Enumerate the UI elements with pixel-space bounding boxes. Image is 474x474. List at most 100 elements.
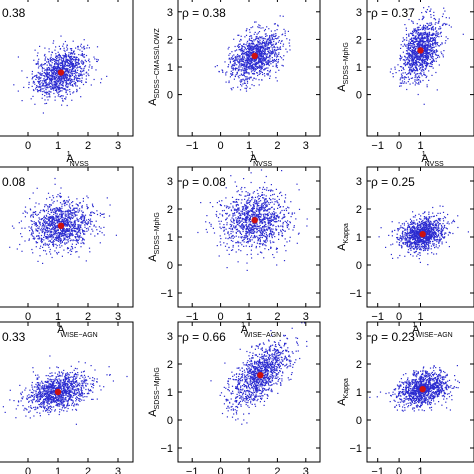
data-point <box>66 70 68 72</box>
data-point <box>41 82 43 84</box>
data-point <box>237 61 239 63</box>
data-point <box>68 228 70 230</box>
data-point <box>60 240 62 242</box>
data-point <box>86 47 88 49</box>
data-point <box>416 37 418 40</box>
data-point <box>65 65 67 67</box>
data-point <box>417 33 419 35</box>
data-point <box>435 45 437 47</box>
data-point <box>416 64 418 66</box>
data-point <box>418 38 421 40</box>
data-point <box>17 56 19 58</box>
data-point <box>420 28 422 31</box>
data-point <box>261 59 263 61</box>
data-point <box>35 222 37 224</box>
data-point <box>43 221 45 223</box>
data-point <box>47 61 49 63</box>
data-point <box>236 185 238 187</box>
data-point <box>63 71 66 74</box>
data-point <box>35 86 37 88</box>
data-point <box>407 46 409 48</box>
data-point <box>54 99 56 101</box>
data-point <box>276 248 278 250</box>
data-point <box>257 53 259 56</box>
data-point <box>253 213 255 215</box>
data-point <box>75 85 77 87</box>
data-point <box>240 64 242 66</box>
data-point <box>409 50 412 52</box>
data-point <box>256 216 258 218</box>
data-point <box>247 51 249 53</box>
data-point <box>41 93 44 96</box>
data-point <box>421 46 423 48</box>
data-point <box>57 81 59 83</box>
data-point <box>236 59 238 61</box>
data-point <box>418 18 420 21</box>
data-point <box>94 58 96 60</box>
data-point <box>65 229 67 231</box>
data-point <box>254 224 256 226</box>
data-point <box>65 61 67 64</box>
data-point <box>290 201 292 203</box>
data-point <box>421 38 424 40</box>
data-point <box>52 240 55 242</box>
data-point <box>231 67 233 69</box>
data-point <box>410 54 412 56</box>
data-point <box>272 60 274 62</box>
data-point <box>67 229 69 231</box>
data-point <box>38 72 40 74</box>
data-point <box>72 73 74 75</box>
data-point <box>258 41 260 43</box>
data-point <box>59 192 61 194</box>
data-point <box>264 49 266 51</box>
data-point <box>59 239 61 241</box>
data-point <box>47 58 49 60</box>
data-point <box>416 31 418 33</box>
data-point <box>275 60 277 62</box>
data-point <box>243 52 245 54</box>
data-point <box>245 54 248 56</box>
data-point <box>109 204 111 206</box>
data-point <box>59 207 61 209</box>
data-point <box>62 239 64 241</box>
data-point <box>16 248 18 250</box>
data-point <box>51 84 54 86</box>
data-point <box>281 34 283 36</box>
data-point <box>76 231 78 233</box>
data-point <box>78 77 80 80</box>
data-point <box>265 61 267 63</box>
data-point <box>52 219 54 221</box>
data-point <box>55 53 57 55</box>
data-point <box>423 48 425 50</box>
data-point <box>244 65 246 67</box>
data-point <box>78 63 80 65</box>
data-point <box>67 83 69 85</box>
data-point <box>245 65 247 67</box>
data-point <box>77 66 79 68</box>
data-point <box>51 51 53 54</box>
data-point <box>462 33 464 35</box>
data-point <box>424 49 427 51</box>
data-point <box>406 88 408 91</box>
data-point <box>230 233 232 235</box>
data-point <box>265 54 267 56</box>
data-point <box>437 32 439 34</box>
data-point <box>62 220 64 222</box>
data-point <box>265 64 268 66</box>
data-point <box>281 57 283 59</box>
data-point <box>50 59 52 61</box>
data-point <box>416 58 418 60</box>
data-point <box>425 51 427 54</box>
data-point <box>418 75 420 77</box>
data-point <box>71 61 73 63</box>
data-point <box>252 208 254 210</box>
data-point <box>239 80 241 82</box>
data-point <box>282 15 284 17</box>
data-point <box>58 239 60 241</box>
data-point <box>442 56 444 58</box>
data-point <box>401 80 404 82</box>
data-point <box>72 217 74 219</box>
data-point <box>420 70 422 72</box>
data-point <box>244 82 246 84</box>
data-point <box>69 240 71 242</box>
